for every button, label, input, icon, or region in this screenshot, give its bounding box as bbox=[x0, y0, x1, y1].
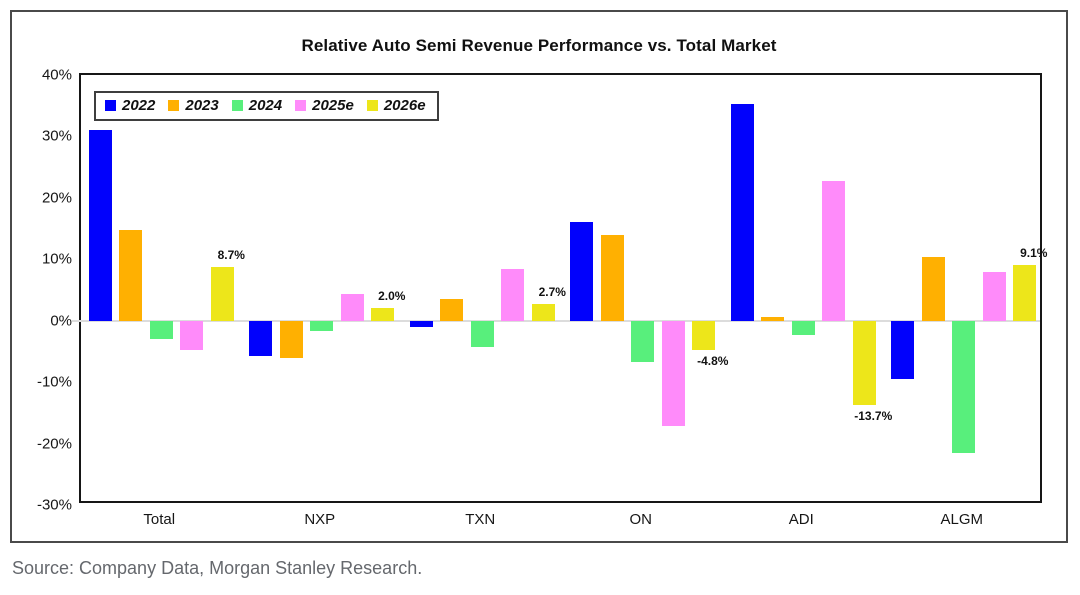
bar-2022-TXN bbox=[409, 320, 433, 327]
bar-2024-ALGM bbox=[952, 320, 976, 453]
x-axis-label-adi: ADI bbox=[788, 511, 814, 528]
chart-title: Relative Auto Semi Revenue Performance v… bbox=[301, 36, 777, 55]
bar-2023-NXP bbox=[279, 320, 303, 359]
y-tick-label: -10% bbox=[36, 373, 72, 391]
bar-2024-NXP bbox=[310, 320, 334, 331]
bar-2023-ON bbox=[600, 235, 624, 321]
bar-2024-Total bbox=[149, 320, 173, 340]
bar-2022-NXP bbox=[249, 320, 273, 356]
data-label-2026e-TXN: 2.7% bbox=[538, 285, 566, 300]
legend-marker-2026e bbox=[366, 100, 378, 111]
x-axis-label-nxp: NXP bbox=[304, 511, 336, 528]
bar-2023-TXN bbox=[440, 299, 464, 321]
y-tick-label: 20% bbox=[41, 189, 72, 207]
x-axis-label-algm: ALGM bbox=[940, 511, 983, 528]
legend-marker-2022 bbox=[105, 100, 116, 111]
bar-2023-ADI bbox=[761, 317, 785, 321]
legend-marker-2024 bbox=[231, 100, 243, 111]
data-label-2026e-ALGM: 9.1% bbox=[1020, 245, 1048, 260]
bar-2026e-ON bbox=[692, 320, 716, 351]
x-axis-label-total: Total bbox=[143, 511, 176, 528]
bar-2025e-Total bbox=[180, 320, 204, 350]
bar-2025e-ON bbox=[661, 320, 685, 426]
data-label-2026e-ON: -4.8% bbox=[697, 354, 729, 369]
source-note: Source: Company Data, Morgan Stanley Res… bbox=[12, 558, 423, 578]
y-tick-label: 30% bbox=[41, 127, 72, 145]
legend-item-2025e: 2025e bbox=[295, 97, 354, 114]
y-tick-label: -20% bbox=[36, 435, 72, 453]
data-label-2026e-ADI: -13.7% bbox=[854, 408, 893, 423]
chart-container: Relative Auto Semi Revenue Performance v… bbox=[10, 10, 1068, 543]
legend-label-2026e: 2026e bbox=[383, 97, 426, 114]
bar-2026e-Total bbox=[210, 267, 234, 321]
legend-item-2023: 2023 bbox=[168, 97, 219, 114]
bar-2023-Total bbox=[119, 229, 143, 321]
legend-label-2023: 2023 bbox=[185, 97, 219, 114]
bar-2026e-ADI bbox=[852, 320, 876, 405]
y-tick-label: -30% bbox=[36, 496, 72, 514]
bar-2022-Total bbox=[88, 130, 112, 321]
bar-2024-ON bbox=[631, 320, 655, 362]
bar-2026e-TXN bbox=[531, 304, 555, 321]
bar-2026e-ALGM bbox=[1013, 264, 1037, 321]
bar-2026e-NXP bbox=[371, 308, 395, 321]
data-label-2026e-Total: 8.7% bbox=[217, 248, 245, 263]
legend-item-2024: 2024 bbox=[231, 97, 283, 114]
legend-marker-2023 bbox=[168, 100, 180, 111]
bar-2022-ON bbox=[570, 222, 594, 321]
data-label-2026e-NXP: 2.0% bbox=[378, 289, 406, 304]
bar-2024-TXN bbox=[470, 320, 494, 348]
y-tick-label: 0% bbox=[50, 312, 72, 330]
y-tick-label: 40% bbox=[41, 66, 72, 84]
y-tick-label: 10% bbox=[41, 250, 72, 268]
bar-2022-ALGM bbox=[891, 320, 915, 380]
bar-2022-ADI bbox=[730, 103, 754, 321]
bar-2023-ALGM bbox=[921, 257, 945, 321]
plot-area: 8.7% 2.0% 2.7% -4.8% -13.7% 9.1% 2022 2023 2024 2… bbox=[72, 73, 1047, 503]
x-axis-label-on: ON bbox=[629, 511, 653, 528]
legend-label-2024: 2024 bbox=[248, 97, 283, 114]
bar-2025e-NXP bbox=[340, 294, 364, 321]
legend-marker-2025e bbox=[295, 100, 307, 111]
bar-2024-ADI bbox=[791, 320, 815, 335]
legend-item-2026e: 2026e bbox=[366, 97, 426, 114]
bar-2025e-ALGM bbox=[982, 272, 1006, 321]
legend-label-2025e: 2025e bbox=[312, 97, 354, 114]
bar-2025e-ADI bbox=[822, 181, 846, 321]
legend-item-2022: 2022 bbox=[105, 97, 155, 114]
zero-gridline bbox=[72, 319, 1040, 322]
bar-2025e-TXN bbox=[501, 269, 525, 321]
x-axis-label-txn: TXN bbox=[465, 511, 496, 528]
legend-label-2022: 2022 bbox=[122, 97, 156, 114]
legend: 2022 2023 2024 2025e 2026e bbox=[94, 91, 439, 121]
